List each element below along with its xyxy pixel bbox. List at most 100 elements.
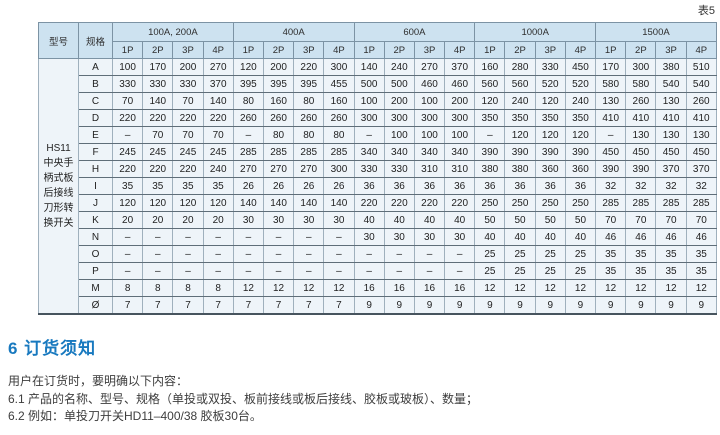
dimension-value-cell: – [202, 245, 234, 263]
dimension-value-cell: 170 [142, 58, 174, 76]
dimension-value-cell: 220 [172, 109, 204, 127]
dimension-row-label: N [78, 228, 113, 246]
dimension-value-cell: 36 [383, 177, 415, 195]
dimension-value-cell: 260 [625, 92, 657, 110]
table-row: O – – – – – – – – – – – –25 25 25 25 35 35 35 35 [39, 245, 717, 263]
dimension-value-cell: – [383, 262, 415, 280]
dimension-value-cell: 80 [293, 126, 325, 144]
dimension-value-cell: 390 [564, 143, 597, 161]
table-row: J 120 120 120 120 140 140 140 140 220 220 220 220 250… [39, 194, 717, 212]
dimension-value-cell: 12 [504, 279, 536, 297]
dimension-value-cell: 540 [685, 75, 717, 93]
dimension-value-cell: 100 [444, 126, 476, 144]
pole-subheader: 3P [172, 41, 204, 59]
dimension-value-cell: 30 [262, 211, 295, 229]
dimension-value-cell: 390 [534, 143, 566, 161]
dimension-value-cell: 36 [474, 177, 506, 195]
dimension-value-cell: 270 [232, 160, 264, 178]
dimension-value-cell: 270 [413, 58, 446, 76]
table-row: P – – – – – – – – – – – –25 25 25 25 35 35 35 35 [39, 262, 717, 280]
dimension-value-cell: 36 [504, 177, 536, 195]
pole-subheader: 4P [323, 41, 355, 59]
dimension-value-cell: 300 [383, 109, 415, 127]
dimension-value-cell: 12 [534, 279, 566, 297]
dimension-value-cell: – [111, 262, 144, 280]
dimension-value-cell: 16 [383, 279, 415, 297]
dimension-row-label: F [78, 143, 113, 161]
dimension-row-label: J [78, 194, 113, 212]
dimension-value-cell: 240 [564, 92, 597, 110]
dimension-value-cell: 310 [444, 160, 476, 178]
dimension-value-cell: 9 [444, 296, 476, 315]
dimension-value-cell: 285 [655, 194, 687, 212]
dimension-value-cell: 35 [595, 245, 627, 263]
amperage-group-header: 400A [232, 22, 355, 42]
dimension-value-cell: 20 [111, 211, 144, 229]
dimension-value-cell: 330 [383, 160, 415, 178]
pole-subheader: 2P [142, 41, 174, 59]
dimension-value-cell: 330 [353, 160, 385, 178]
dimension-value-cell: 50 [564, 211, 597, 229]
dimension-value-cell: 200 [383, 92, 415, 110]
pole-subheader: 3P [534, 41, 566, 59]
dimension-value-cell: – [474, 126, 506, 144]
dimension-value-cell: – [142, 262, 174, 280]
dimension-value-cell: 36 [353, 177, 385, 195]
dimension-value-cell: 140 [353, 58, 385, 76]
dimension-value-cell: 35 [655, 245, 687, 263]
dimension-value-cell: 140 [142, 92, 174, 110]
dimension-value-cell: 40 [413, 211, 446, 229]
dimension-value-cell: 9 [474, 296, 506, 315]
dimension-row-label: B [78, 75, 113, 93]
pole-subheader: 4P [564, 41, 597, 59]
dimension-table-container: 型号 规格 100A, 200A 400A 600A 1000A 1500A 1P 2P 3P 4P… [38, 22, 717, 315]
dimension-value-cell: 100 [353, 92, 385, 110]
dimension-value-cell: 300 [353, 109, 385, 127]
dimension-value-cell: 46 [595, 228, 627, 246]
dimension-value-cell: 300 [444, 109, 476, 127]
dimension-value-cell: 170 [595, 58, 627, 76]
dimension-value-cell: 450 [564, 58, 597, 76]
dimension-value-cell: 410 [685, 109, 717, 127]
dimension-value-cell: 300 [323, 58, 355, 76]
dimension-value-cell: 500 [353, 75, 385, 93]
dimension-value-cell: 340 [444, 143, 476, 161]
dimension-value-cell: 220 [142, 109, 174, 127]
dimension-value-cell: 16 [353, 279, 385, 297]
dimension-value-cell: 70 [685, 211, 717, 229]
dimension-value-cell: 35 [625, 245, 657, 263]
table-row: I 35 35 35 35 26 26 26 26 36 36 36 36 36 36 36 36 32 32 32 3… [39, 177, 717, 195]
dimension-value-cell: 450 [655, 143, 687, 161]
dimension-value-cell: – [383, 245, 415, 263]
dimension-value-cell: 360 [534, 160, 566, 178]
dimension-value-cell: 9 [685, 296, 717, 315]
pole-subheader: 3P [413, 41, 446, 59]
dimension-value-cell: 380 [474, 160, 506, 178]
dimension-value-cell: 160 [474, 58, 506, 76]
dimension-value-cell: 160 [323, 92, 355, 110]
dimension-value-cell: 70 [142, 126, 174, 144]
dimension-value-cell: 26 [262, 177, 295, 195]
dimension-value-cell: – [413, 262, 446, 280]
dimension-value-cell: 40 [474, 228, 506, 246]
dimension-value-cell: 20 [172, 211, 204, 229]
dimension-value-cell: 36 [534, 177, 566, 195]
dimension-value-cell: 9 [534, 296, 566, 315]
dimension-value-cell: 285 [232, 143, 264, 161]
pole-subheader: 3P [655, 41, 687, 59]
model-name-cell: HS11 中央手 柄式板 后接线 刀形转 换开关 [38, 58, 79, 315]
dimension-row-label: I [78, 177, 113, 195]
dimension-value-cell: 70 [595, 211, 627, 229]
dimension-value-cell: 40 [504, 228, 536, 246]
dimension-value-cell: 245 [172, 143, 204, 161]
dimension-value-cell: 130 [655, 92, 687, 110]
dimension-value-cell: 40 [383, 211, 415, 229]
dimension-value-cell: – [413, 245, 446, 263]
dimension-value-cell: 120 [474, 92, 506, 110]
dimension-value-cell: 9 [383, 296, 415, 315]
dimension-value-cell: 520 [564, 75, 597, 93]
dimension-value-cell: 390 [474, 143, 506, 161]
table-row: C 70 140 70 140 80 160 80 160 100 200 100 200 120 240 1… [39, 92, 717, 110]
dimension-value-cell: 350 [474, 109, 506, 127]
